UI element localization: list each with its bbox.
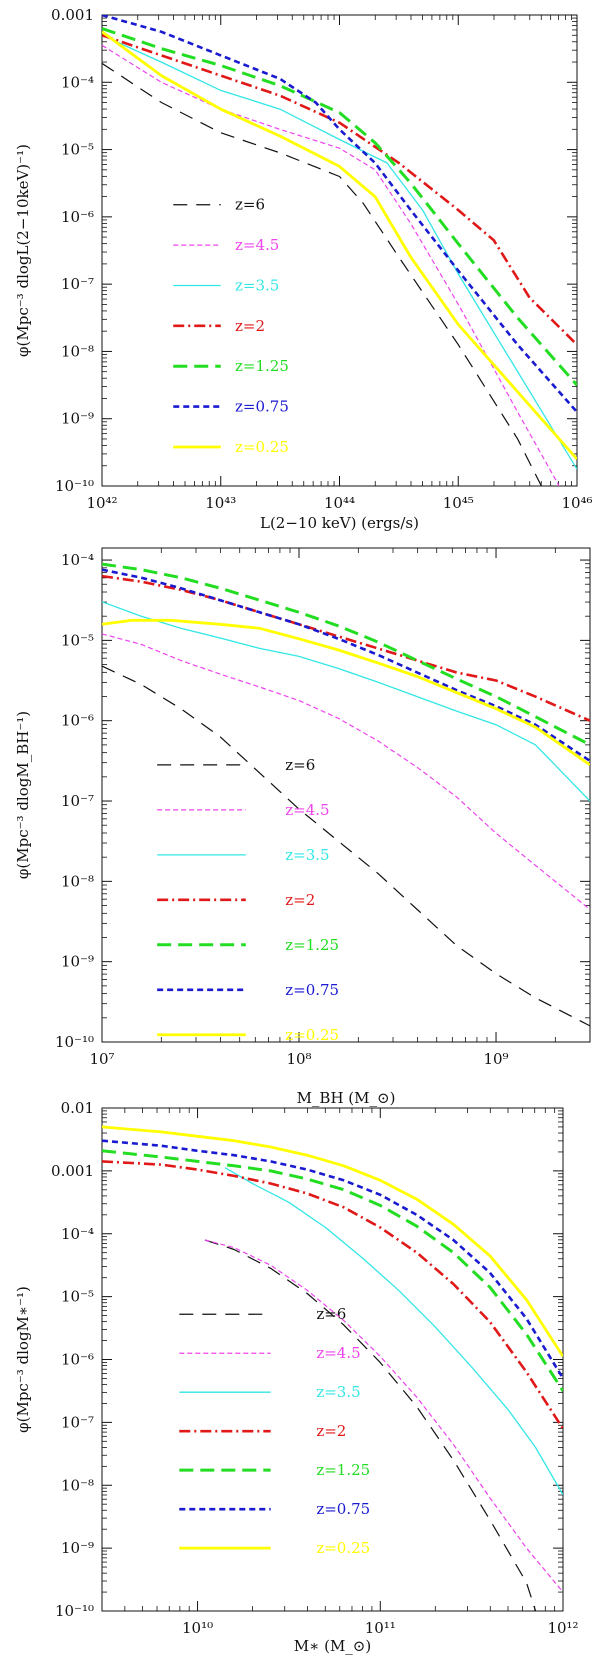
y-tick-label: 10⁻¹⁰ bbox=[55, 1033, 94, 1051]
legend-label: z=1.25 bbox=[285, 936, 339, 954]
legend-label: z=0.75 bbox=[285, 981, 339, 999]
y-tick-label: 10⁻⁴ bbox=[61, 551, 94, 569]
series-line-z-0.75 bbox=[102, 1139, 563, 1380]
legend-label: z=0.75 bbox=[316, 1500, 370, 1518]
legend-label: z=1.25 bbox=[235, 357, 289, 375]
legend-label: z=6 bbox=[235, 196, 265, 214]
legend-label: z=1.25 bbox=[316, 1461, 370, 1479]
y-tick-label: 10⁻⁵ bbox=[61, 141, 94, 159]
legend-label: z=6 bbox=[316, 1305, 346, 1323]
series-line-z-0.25 bbox=[102, 30, 577, 461]
chart-xlf: 10⁴² 10⁴³ 10⁴⁴ 10⁴⁵ 10⁴⁶ 0.001 10⁻⁴ 10⁻⁵ 10⁻⁶ 10⁻… bbox=[14, 6, 593, 532]
x-axis-title: M_BH (M_⊙) bbox=[297, 1089, 396, 1107]
legend-label: z=4.5 bbox=[316, 1344, 360, 1362]
x-tick-label: 10¹¹ bbox=[365, 1619, 396, 1637]
series-line-z-6 bbox=[204, 1239, 537, 1611]
x-tick-label: 10¹⁰ bbox=[182, 1619, 213, 1637]
legend-label: z=0.25 bbox=[235, 438, 289, 456]
series-line-z-3.5 bbox=[102, 601, 590, 802]
series-line-z-2 bbox=[102, 574, 590, 722]
legend-label: z=3.5 bbox=[316, 1383, 360, 1401]
x-tick-label: 10⁴⁵ bbox=[443, 494, 474, 512]
series-line-z-0.25 bbox=[102, 1125, 563, 1358]
chart-smf: 10¹⁰ 10¹¹ 10¹² 0.01 0.001 10⁻⁴ 10⁻⁵ 10⁻⁶ 10⁻⁷ 10⁻… bbox=[14, 1099, 579, 1655]
y-axis-title: φ(Mpc⁻³ dlogM_BH⁻¹) bbox=[14, 711, 32, 879]
legend-label: z=0.25 bbox=[316, 1539, 370, 1557]
x-tick-label: 10⁸ bbox=[286, 1050, 311, 1068]
y-tick-label: 10⁻⁹ bbox=[61, 410, 94, 428]
series-line-z-6 bbox=[102, 665, 590, 1027]
series-line-z-0.75 bbox=[102, 15, 577, 413]
series-line-z-4.5 bbox=[102, 44, 560, 486]
y-tick-label: 10⁻⁴ bbox=[61, 1225, 94, 1243]
series-line-z-1.25 bbox=[102, 27, 577, 387]
y-tick-label: 10⁻¹⁰ bbox=[55, 477, 94, 495]
y-tick-label: 10⁻¹⁰ bbox=[55, 1602, 94, 1620]
x-tick-label: 10⁴⁶ bbox=[561, 494, 592, 512]
legend-label: z=0.75 bbox=[235, 398, 289, 416]
legend-label: z=3.5 bbox=[285, 846, 329, 864]
series-line-z-1.25 bbox=[102, 1149, 563, 1392]
y-tick-label: 10⁻⁸ bbox=[61, 1476, 94, 1494]
y-tick-label: 10⁻⁵ bbox=[61, 631, 94, 649]
chart-bhmf: 10⁷ 10⁸ 10⁹ 10⁻⁴ 10⁻⁵ 10⁻⁶ 10⁻⁷ 10⁻⁸ 10⁻⁹ 10⁻¹⁰ M_… bbox=[14, 547, 591, 1107]
series-line-z-4.5 bbox=[204, 1239, 563, 1593]
y-tick-label: 10⁻⁶ bbox=[61, 208, 94, 226]
series-line-z-3.5 bbox=[224, 1167, 563, 1496]
series-line-z-4.5 bbox=[102, 633, 590, 910]
legend-label: z=4.5 bbox=[235, 236, 279, 254]
plot-frame bbox=[101, 14, 578, 487]
y-tick-label: 10⁻⁸ bbox=[61, 872, 94, 890]
y-tick-label: 10⁻⁵ bbox=[61, 1288, 94, 1306]
y-tick-label: 10⁻⁸ bbox=[61, 342, 94, 360]
x-axis-title: M∗ (M_⊙) bbox=[294, 1637, 371, 1655]
legend-label: z=2 bbox=[316, 1422, 346, 1440]
x-tick-label: 10⁹ bbox=[483, 1050, 508, 1068]
y-tick-label: 10⁻⁶ bbox=[61, 1351, 94, 1369]
legend-label: z=2 bbox=[285, 891, 315, 909]
series-line-z-0.75 bbox=[102, 568, 590, 762]
series-line-z-2 bbox=[102, 1160, 563, 1430]
x-tick-label: 10⁴³ bbox=[205, 494, 236, 512]
y-axis-title: φ(Mpc⁻³ dlogL(2−10keV)⁻¹) bbox=[14, 144, 32, 357]
series-line-z-1.25 bbox=[102, 562, 590, 747]
y-tick-label: 10⁻⁶ bbox=[61, 712, 94, 730]
y-tick-label: 10⁻⁷ bbox=[61, 275, 94, 293]
y-tick-label: 0.001 bbox=[51, 1162, 94, 1180]
legend-label: z=2 bbox=[235, 317, 265, 335]
plot-frame bbox=[101, 547, 591, 1043]
legend-label: z=6 bbox=[285, 756, 315, 774]
y-tick-label: 10⁻⁹ bbox=[61, 953, 94, 971]
y-tick-label: 10⁻⁷ bbox=[61, 1413, 94, 1431]
x-tick-label: 10¹² bbox=[547, 1619, 578, 1637]
legend-label: z=3.5 bbox=[235, 276, 279, 294]
x-tick-label: 10⁴⁴ bbox=[324, 494, 355, 512]
series-line-z-0.25 bbox=[102, 618, 590, 767]
x-tick-label: 10⁷ bbox=[89, 1050, 114, 1068]
y-axis-title: φ(Mpc⁻³ dlogM∗⁻¹) bbox=[14, 1286, 32, 1433]
legend-label: z=0.25 bbox=[285, 1026, 339, 1044]
series-line-z-3.5 bbox=[102, 34, 577, 470]
series-line-z-2 bbox=[102, 33, 577, 346]
y-tick-label: 10⁻⁹ bbox=[61, 1539, 94, 1557]
x-tick-label: 10⁴² bbox=[86, 494, 117, 512]
legend-label: z=4.5 bbox=[285, 801, 329, 819]
y-tick-label: 10⁻⁷ bbox=[61, 792, 94, 810]
x-axis-title: L(2−10 keV) (ergs/s) bbox=[260, 514, 419, 532]
y-tick-label: 0.001 bbox=[51, 6, 94, 24]
series-line-z-6 bbox=[102, 62, 542, 486]
y-tick-label: 10⁻⁴ bbox=[61, 73, 94, 91]
y-tick-label: 0.01 bbox=[61, 1099, 94, 1117]
